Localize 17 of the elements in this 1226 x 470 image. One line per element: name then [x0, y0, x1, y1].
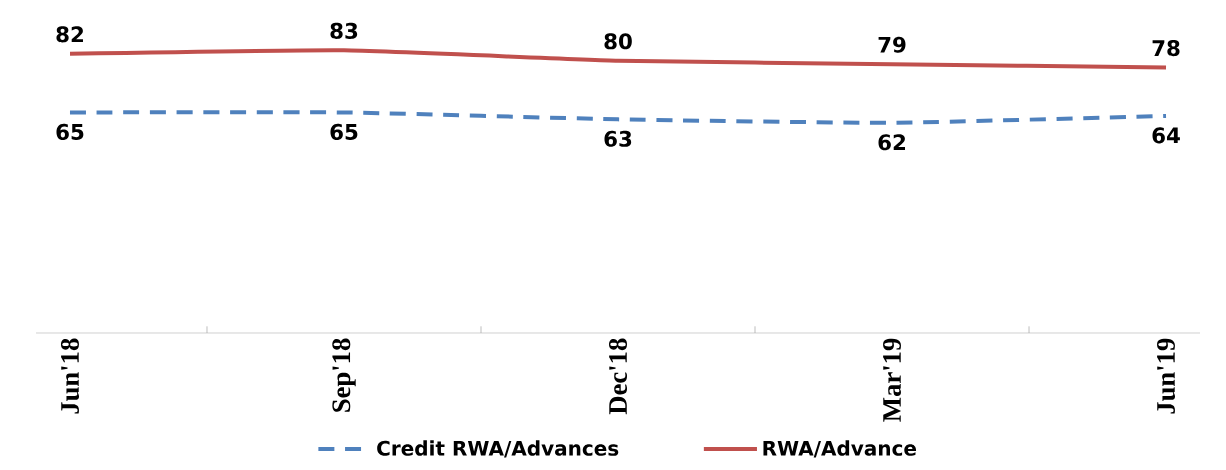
data-label: 83: [330, 22, 358, 39]
data-label: 78: [1152, 40, 1180, 57]
data-label: 80: [604, 33, 632, 50]
legend-label: Credit RWA/Advances: [377, 440, 619, 458]
x-tick-label: Jun'19: [1157, 338, 1176, 414]
x-tick-label: Jun'18: [60, 338, 80, 414]
data-label: 62: [878, 134, 906, 151]
data-label: 82: [56, 26, 83, 43]
data-label: 79: [878, 36, 906, 53]
x-tick-label: Dec'18: [609, 338, 627, 415]
data-label: 65: [330, 123, 358, 140]
x-tick-label: Sep'18: [332, 338, 356, 412]
data-label: 65: [56, 123, 84, 140]
data-label: 64: [1152, 127, 1180, 144]
x-tick-label: Mar'19: [883, 338, 901, 422]
legend-label: RWA/Advance: [763, 440, 917, 458]
data-label: 63: [604, 130, 632, 147]
